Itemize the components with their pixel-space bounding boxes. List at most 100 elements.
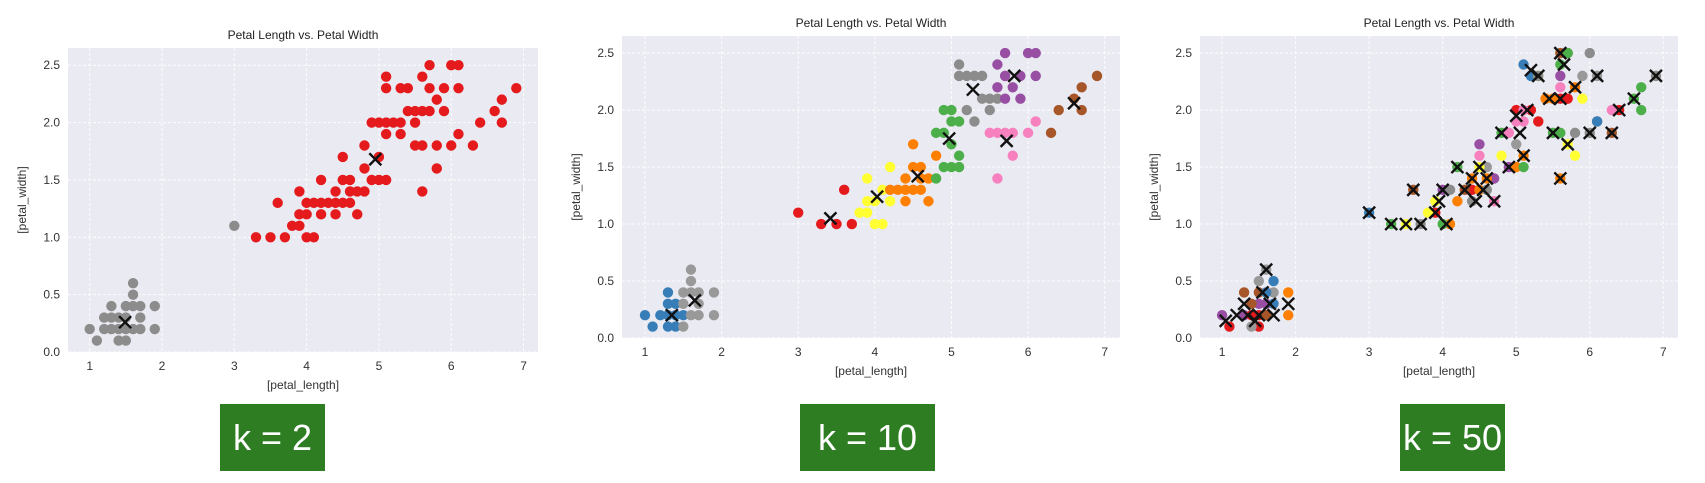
y-tick-label: 0.0 [1175,331,1192,345]
data-point [892,184,904,196]
data-point [900,173,911,184]
data-point [380,71,392,82]
y-tick-label: 2.5 [1175,46,1192,60]
data-point [424,105,435,117]
data-point [999,70,1011,82]
data-point [1076,82,1087,93]
data-point [127,289,139,300]
data-point [670,321,681,332]
centroid-marker [1362,205,1376,220]
data-point [861,196,873,207]
data-point [915,184,926,196]
data-point [907,139,919,150]
centroid-marker [1237,296,1251,311]
data-point [337,151,348,163]
data-point [961,70,972,82]
centroid-marker [1476,183,1490,197]
data-point [861,173,873,184]
data-point [489,105,500,117]
data-point [1224,321,1235,332]
x-tick-label: 4 [1439,345,1446,359]
data-point [1481,161,1492,173]
centroid-marker [870,189,884,204]
data-point [301,197,312,209]
chart-title: Petal Length vs. Petal Width [796,16,947,30]
data-point [301,232,312,243]
x-tick-label: 4 [303,359,310,373]
data-point [359,140,370,151]
x-tick-label: 1 [1219,345,1226,359]
data-point [395,117,406,128]
centroid-marker [1479,171,1494,186]
chart-panel-k2: 1 2 3 4 5 6 7 0.0 0.5 1.0 1.5 2.0 2.5 Petal Length vs… [0,0,538,400]
data-point [424,82,435,94]
chart-title: Petal Length vs. Petal Width [1364,16,1515,30]
data-point [395,128,406,140]
y-tick-label: 1.5 [43,173,60,187]
data-point [1466,184,1478,196]
x-tick-label: 1 [86,359,93,373]
centroid-marker [1568,80,1582,95]
centroid-marker [1399,217,1413,231]
data-point [999,93,1011,104]
centroid-marker [1259,262,1274,277]
data-point [946,104,957,116]
data-point [961,104,972,116]
data-point [923,173,934,184]
data-point [352,186,363,197]
x-tick-label: 6 [1025,345,1032,359]
data-point [467,140,479,151]
data-point [678,321,689,332]
data-point [1053,104,1064,116]
centroid-marker [1465,171,1479,186]
data-point [953,161,965,173]
k-badge-10: k = 10 [800,404,935,471]
data-point [294,220,305,232]
x-tick-label: 3 [795,345,802,359]
data-point [1555,82,1566,93]
data-point [1584,47,1595,59]
data-point [402,105,414,117]
data-point [1283,310,1294,321]
centroid-marker [1520,103,1535,117]
centroid-marker [1007,69,1022,83]
centroid-marker [1413,217,1428,231]
data-point [946,139,957,150]
data-point [1030,70,1041,82]
centroid-marker [1604,126,1619,140]
data-point [915,161,926,173]
data-point [1636,82,1647,93]
data-point [417,186,428,197]
y-tick-label: 0.0 [43,345,60,359]
data-point [846,218,858,230]
y-tick-label: 2.0 [597,103,614,117]
data-point [1260,310,1272,321]
x-tick-label: 4 [871,345,878,359]
x-tick-label: 7 [1660,345,1667,359]
data-point [1511,161,1522,173]
data-point [1246,298,1257,310]
data-point [265,232,276,243]
data-point [930,150,942,161]
centroid-marker [1067,96,1081,111]
data-point [1045,127,1057,139]
x-tick-label: 5 [948,345,955,359]
centroid-marker [966,82,980,97]
data-point [1007,82,1018,93]
data-point [1591,116,1603,127]
data-point [135,300,146,312]
scatter-chart-k10: 1 2 3 4 5 6 7 0.0 0.5 1.0 1.5 2.0 2.5 Petal Length vs… [569,16,1120,378]
centroid-marker [1218,314,1233,328]
x-axis-label: [petal_length] [1403,364,1475,378]
data-point [953,59,965,70]
data-point [1422,207,1434,218]
centroid-marker [942,131,956,146]
data-point [662,321,674,332]
data-point [900,184,911,196]
data-point [380,128,392,140]
data-point [337,197,348,209]
centroid-marker [1428,205,1443,220]
centroid-marker [1590,69,1604,83]
data-point [294,186,305,197]
data-point [149,300,160,312]
